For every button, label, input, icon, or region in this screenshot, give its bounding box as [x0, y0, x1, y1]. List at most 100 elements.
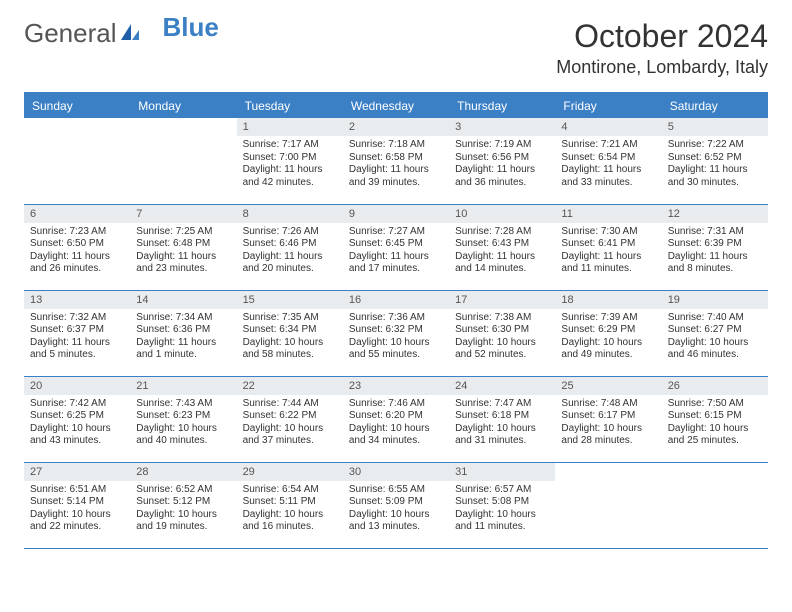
sunset-text: Sunset: 6:58 PM — [349, 152, 443, 165]
calendar-cell: 21Sunrise: 7:43 AMSunset: 6:23 PMDayligh… — [130, 376, 236, 462]
sunrise-text: Sunrise: 7:21 AM — [561, 139, 655, 152]
day-number: 11 — [555, 205, 661, 223]
sunset-text: Sunset: 6:36 PM — [136, 324, 230, 337]
day-details: Sunrise: 6:55 AMSunset: 5:09 PMDaylight:… — [343, 481, 449, 538]
sunrise-text: Sunrise: 7:28 AM — [455, 226, 549, 239]
day-number: 19 — [662, 291, 768, 309]
calendar-cell: 3Sunrise: 7:19 AMSunset: 6:56 PMDaylight… — [449, 118, 555, 204]
weekday-header: Thursday — [449, 94, 555, 118]
sunset-text: Sunset: 6:54 PM — [561, 152, 655, 165]
sunrise-text: Sunrise: 7:40 AM — [668, 312, 762, 325]
sunrise-text: Sunrise: 6:52 AM — [136, 484, 230, 497]
day-details: Sunrise: 7:26 AMSunset: 6:46 PMDaylight:… — [237, 223, 343, 280]
day-details: Sunrise: 7:30 AMSunset: 6:41 PMDaylight:… — [555, 223, 661, 280]
calendar-cell: 22Sunrise: 7:44 AMSunset: 6:22 PMDayligh… — [237, 376, 343, 462]
sunrise-text: Sunrise: 7:48 AM — [561, 398, 655, 411]
daylight-text: Daylight: 11 hours and 14 minutes. — [455, 251, 549, 276]
day-details: Sunrise: 6:51 AMSunset: 5:14 PMDaylight:… — [24, 481, 130, 538]
daylight-text: Daylight: 11 hours and 30 minutes. — [668, 164, 762, 189]
sunset-text: Sunset: 5:11 PM — [243, 496, 337, 509]
sunset-text: Sunset: 6:52 PM — [668, 152, 762, 165]
calendar-row: 27Sunrise: 6:51 AMSunset: 5:14 PMDayligh… — [24, 462, 768, 548]
calendar-cell: 28Sunrise: 6:52 AMSunset: 5:12 PMDayligh… — [130, 462, 236, 548]
sunrise-text: Sunrise: 7:38 AM — [455, 312, 549, 325]
sunset-text: Sunset: 6:34 PM — [243, 324, 337, 337]
day-number: 17 — [449, 291, 555, 309]
day-details: Sunrise: 7:46 AMSunset: 6:20 PMDaylight:… — [343, 395, 449, 452]
day-details: Sunrise: 6:57 AMSunset: 5:08 PMDaylight:… — [449, 481, 555, 538]
sunset-text: Sunset: 6:22 PM — [243, 410, 337, 423]
brand-logo: General Blue — [24, 18, 219, 49]
weekday-header: Wednesday — [343, 94, 449, 118]
day-details: Sunrise: 6:52 AMSunset: 5:12 PMDaylight:… — [130, 481, 236, 538]
calendar-cell: 23Sunrise: 7:46 AMSunset: 6:20 PMDayligh… — [343, 376, 449, 462]
daylight-text: Daylight: 11 hours and 36 minutes. — [455, 164, 549, 189]
day-details: Sunrise: 7:50 AMSunset: 6:15 PMDaylight:… — [662, 395, 768, 452]
calendar-cell — [24, 118, 130, 204]
day-details: Sunrise: 7:35 AMSunset: 6:34 PMDaylight:… — [237, 309, 343, 366]
calendar-cell: 17 Sunrise: 7:38 AMSunset: 6:30 PMDayligh… — [449, 290, 555, 376]
day-details: Sunrise: 7:23 AMSunset: 6:50 PMDaylight:… — [24, 223, 130, 280]
sunset-text: Sunset: 5:14 PM — [30, 496, 124, 509]
sunrise-text: Sunrise: 7:42 AM — [30, 398, 124, 411]
day-number: 25 — [555, 377, 661, 395]
sunrise-text: Sunrise: 6:55 AM — [349, 484, 443, 497]
calendar-body: 1Sunrise: 7:17 AMSunset: 7:00 PMDaylight… — [24, 118, 768, 548]
calendar-cell: 13Sunrise: 7:32 AMSunset: 6:37 PMDayligh… — [24, 290, 130, 376]
sunset-text: Sunset: 6:56 PM — [455, 152, 549, 165]
day-number: 15 — [237, 291, 343, 309]
day-details: Sunrise: 7:17 AMSunset: 7:00 PMDaylight:… — [237, 136, 343, 193]
sunset-text: Sunset: 5:09 PM — [349, 496, 443, 509]
sunset-text: Sunset: 6:27 PM — [668, 324, 762, 337]
day-number: 20 — [24, 377, 130, 395]
sunrise-text: Sunrise: 6:54 AM — [243, 484, 337, 497]
sunset-text: Sunset: 6:30 PM — [455, 324, 549, 337]
sunrise-text: Sunrise: 6:57 AM — [455, 484, 549, 497]
day-number: 16 — [343, 291, 449, 309]
day-number: 26 — [662, 377, 768, 395]
sunrise-text: Sunrise: 7:43 AM — [136, 398, 230, 411]
sunset-text: Sunset: 6:41 PM — [561, 238, 655, 251]
day-details: Sunrise: 7:21 AMSunset: 6:54 PMDaylight:… — [555, 136, 661, 193]
day-details: Sunrise: 7:27 AMSunset: 6:45 PMDaylight:… — [343, 223, 449, 280]
calendar-cell: 4Sunrise: 7:21 AMSunset: 6:54 PMDaylight… — [555, 118, 661, 204]
day-details: Sunrise: 7:34 AMSunset: 6:36 PMDaylight:… — [130, 309, 236, 366]
sunrise-text: Sunrise: 7:35 AM — [243, 312, 337, 325]
sunset-text: Sunset: 6:37 PM — [30, 324, 124, 337]
calendar-cell: 15Sunrise: 7:35 AMSunset: 6:34 PMDayligh… — [237, 290, 343, 376]
calendar-cell: 27Sunrise: 6:51 AMSunset: 5:14 PMDayligh… — [24, 462, 130, 548]
day-details: Sunrise: 7:25 AMSunset: 6:48 PMDaylight:… — [130, 223, 236, 280]
sunrise-text: Sunrise: 7:46 AM — [349, 398, 443, 411]
day-details: Sunrise: 7:31 AMSunset: 6:39 PMDaylight:… — [662, 223, 768, 280]
day-number: 9 — [343, 205, 449, 223]
weekday-header: Saturday — [662, 94, 768, 118]
sunrise-text: Sunrise: 7:27 AM — [349, 226, 443, 239]
daylight-text: Daylight: 10 hours and 52 minutes. — [455, 337, 549, 362]
daylight-text: Daylight: 11 hours and 26 minutes. — [30, 251, 124, 276]
day-number: 13 — [24, 291, 130, 309]
day-number: 8 — [237, 205, 343, 223]
sunset-text: Sunset: 6:29 PM — [561, 324, 655, 337]
calendar-cell: 30Sunrise: 6:55 AMSunset: 5:09 PMDayligh… — [343, 462, 449, 548]
daylight-text: Daylight: 10 hours and 16 minutes. — [243, 509, 337, 534]
sunrise-text: Sunrise: 7:26 AM — [243, 226, 337, 239]
weekday-header: Friday — [555, 94, 661, 118]
day-details: Sunrise: 7:36 AMSunset: 6:32 PMDaylight:… — [343, 309, 449, 366]
calendar-row: 6Sunrise: 7:23 AMSunset: 6:50 PMDaylight… — [24, 204, 768, 290]
calendar-cell: 1Sunrise: 7:17 AMSunset: 7:00 PMDaylight… — [237, 118, 343, 204]
sunset-text: Sunset: 5:12 PM — [136, 496, 230, 509]
sunrise-text: Sunrise: 7:22 AM — [668, 139, 762, 152]
sunset-text: Sunset: 6:25 PM — [30, 410, 124, 423]
sunset-text: Sunset: 5:08 PM — [455, 496, 549, 509]
day-number: 29 — [237, 463, 343, 481]
sunset-text: Sunset: 6:23 PM — [136, 410, 230, 423]
sunrise-text: Sunrise: 7:31 AM — [668, 226, 762, 239]
day-details: Sunrise: 7:44 AMSunset: 6:22 PMDaylight:… — [237, 395, 343, 452]
calendar-cell: 10Sunrise: 7:28 AMSunset: 6:43 PMDayligh… — [449, 204, 555, 290]
calendar-cell: 26Sunrise: 7:50 AMSunset: 6:15 PMDayligh… — [662, 376, 768, 462]
sunrise-text: Sunrise: 7:23 AM — [30, 226, 124, 239]
sunset-text: Sunset: 6:50 PM — [30, 238, 124, 251]
daylight-text: Daylight: 11 hours and 8 minutes. — [668, 251, 762, 276]
sunset-text: Sunset: 6:45 PM — [349, 238, 443, 251]
daylight-text: Daylight: 10 hours and 28 minutes. — [561, 423, 655, 448]
